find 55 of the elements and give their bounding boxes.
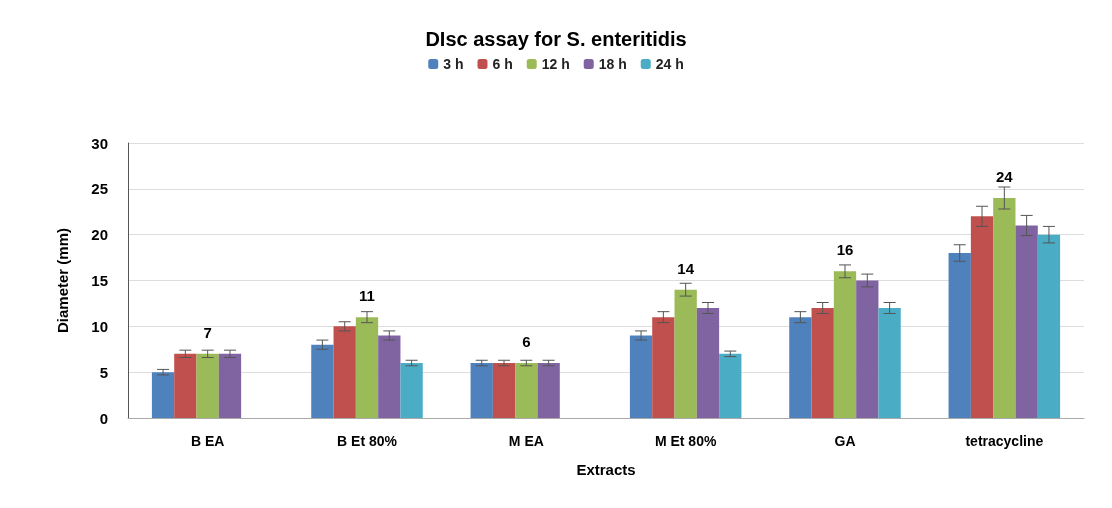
- data-label: 6: [522, 333, 531, 350]
- bar: [1037, 234, 1061, 418]
- bar: [400, 363, 423, 418]
- legend-label: 6 h: [492, 56, 513, 72]
- bar: [652, 317, 675, 418]
- y-tick-label: 25: [91, 180, 108, 198]
- bar: [993, 198, 1016, 418]
- bar: [515, 363, 538, 418]
- data-label: 16: [836, 241, 854, 259]
- bar: [492, 363, 516, 418]
- bar: [833, 271, 857, 418]
- y-tick-label: 30: [91, 134, 108, 152]
- y-tick-label: 20: [91, 226, 108, 244]
- x-tick-label: B EA: [190, 433, 225, 449]
- bar: [948, 253, 971, 418]
- bar: [537, 363, 560, 418]
- bar: [333, 326, 356, 418]
- bar: [311, 344, 334, 418]
- bar: [629, 335, 653, 418]
- x-tick-label: tetracycline: [965, 433, 1044, 449]
- y-axis-title: Diameter (mm): [54, 227, 71, 334]
- data-label: 14: [677, 259, 695, 277]
- x-tick-label: M Et 80%: [654, 433, 717, 449]
- bar: [811, 308, 834, 418]
- bar: [856, 280, 879, 418]
- bar: [196, 353, 219, 418]
- bar: [1015, 225, 1038, 418]
- bar: [218, 353, 242, 418]
- legend-label: 18 h: [598, 56, 627, 72]
- legend-label: 12 h: [541, 56, 570, 72]
- bar: [174, 353, 197, 418]
- bar: [151, 372, 175, 418]
- data-label: 7: [203, 323, 212, 341]
- bar: [719, 353, 742, 418]
- bar: [470, 363, 493, 418]
- x-tick-label: GA: [834, 433, 856, 449]
- y-tick-label: 10: [91, 317, 108, 335]
- x-tick-label: B Et 80%: [337, 433, 398, 449]
- legend-label: 24 h: [655, 56, 684, 72]
- bar: [970, 216, 994, 418]
- legend-label: 3 h: [443, 56, 464, 72]
- bar: [789, 317, 812, 418]
- bar: [696, 308, 720, 418]
- bar: [674, 289, 697, 418]
- chart-title: DIsc assay for S. enteritidis: [425, 28, 687, 50]
- y-tick-label: 15: [91, 272, 108, 289]
- data-label: 11: [359, 287, 375, 305]
- y-tick-label: 0: [99, 409, 108, 427]
- bar: [378, 335, 401, 418]
- x-tick-label: M EA: [508, 433, 544, 449]
- bar: [878, 308, 901, 418]
- y-tick-label: 5: [99, 363, 108, 381]
- data-label: 24: [995, 168, 1014, 185]
- x-axis-title: Extracts: [576, 461, 636, 478]
- bar: [355, 317, 379, 418]
